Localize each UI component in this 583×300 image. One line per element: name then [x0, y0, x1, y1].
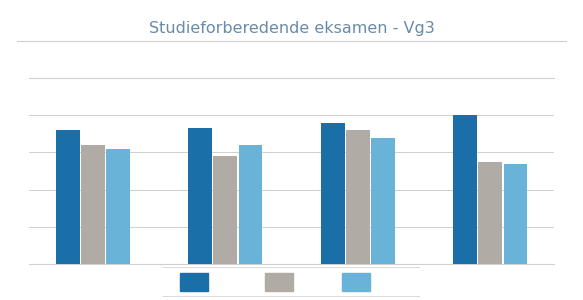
FancyBboxPatch shape [156, 267, 427, 297]
Bar [81, 145, 105, 264]
Bar [346, 130, 370, 264]
Bar [55, 130, 79, 264]
Bar [106, 149, 130, 264]
Bar [180, 273, 208, 291]
Bar [213, 156, 237, 264]
Bar [504, 164, 528, 264]
Bar [453, 115, 477, 264]
Bar [478, 162, 502, 264]
Bar [321, 123, 345, 264]
Bar [188, 128, 212, 264]
Bar [342, 273, 370, 291]
Text: Studieforberedende eksamen - Vg3: Studieforberedende eksamen - Vg3 [149, 21, 434, 36]
Bar [238, 145, 262, 264]
Bar [265, 273, 293, 291]
Bar [371, 137, 395, 264]
